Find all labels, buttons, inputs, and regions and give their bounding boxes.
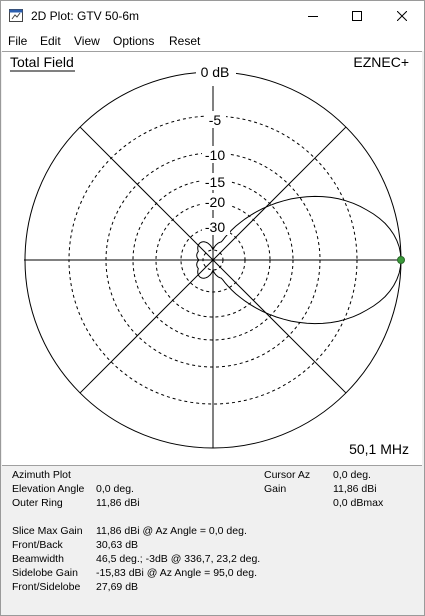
- beamwidth-label: Beamwidth: [12, 553, 64, 565]
- menu-reset[interactable]: Reset: [169, 34, 201, 48]
- plot-window-icon: [9, 9, 23, 22]
- menu-file[interactable]: File: [8, 34, 28, 48]
- minimize-icon: [307, 16, 318, 17]
- menu-view[interactable]: View: [74, 34, 100, 48]
- ring-label-bg: [202, 193, 230, 210]
- elevation-label: Elevation Angle: [12, 483, 85, 495]
- plot-info-panel: Azimuth Plot Elevation Angle 0,0 deg. Ou…: [2, 466, 422, 614]
- ring-label-bg: [202, 218, 230, 235]
- slice-max-label: Slice Max Gain: [12, 525, 83, 537]
- menu-bar: File Edit View Options Reset: [1, 31, 424, 51]
- front-back-label: Front/Back: [12, 539, 63, 551]
- plot-type: Azimuth Plot: [12, 469, 71, 481]
- maximize-button[interactable]: [334, 1, 379, 31]
- diagonal-axis: [79, 126, 347, 394]
- brand-label: EZNEC+: [353, 54, 409, 70]
- beamwidth-value: 46,5 deg.; -3dB @ 336,7, 23,2 deg.: [96, 553, 261, 565]
- cursor-az-label: Cursor Az: [264, 469, 311, 481]
- polar-grid: [24, 71, 402, 449]
- gain-label: Gain: [264, 483, 287, 495]
- maximize-icon: [351, 11, 362, 21]
- front-sidelobe-label: Front/Sidelobe: [12, 581, 81, 593]
- menu-options[interactable]: Options: [113, 34, 155, 48]
- close-button[interactable]: [379, 1, 424, 31]
- slice-max-value: 11,86 dBi @ Az Angle = 0,0 deg.: [96, 525, 247, 537]
- elevation-value: 0,0 deg.: [96, 483, 134, 495]
- window-title: 2D Plot: GTV 50-6m: [31, 9, 140, 23]
- cursor-az-value: 0,0 deg.: [333, 469, 371, 481]
- frequency-label: 50,1 MHz: [349, 441, 409, 457]
- outer-ring-value: 11,86 dBi: [96, 497, 140, 509]
- sidelobe-gain-value: -15,83 dBi @ Az Angle = 95,0 deg.: [96, 567, 257, 579]
- gain-dbi-value: 11,86 dBi: [333, 483, 377, 495]
- azimuth-cursor-marker[interactable]: [397, 256, 405, 264]
- ring-label-0db: 0 dB: [201, 64, 230, 80]
- front-back-value: 30,63 dB: [96, 539, 139, 551]
- ring-label-minus10: -10: [205, 147, 225, 163]
- ring-label-minus20: -20: [205, 194, 225, 210]
- ring-label-bg: [202, 146, 230, 163]
- minimize-button[interactable]: [290, 1, 335, 31]
- outer-ring-label: Outer Ring: [12, 497, 63, 509]
- ring-label-minus30: -30: [205, 219, 225, 235]
- ring-label-minus5: -5: [209, 112, 222, 128]
- ring-label-minus15: -15: [205, 174, 225, 190]
- ring-label-bg: [206, 111, 226, 128]
- title-bar[interactable]: 2D Plot: GTV 50-6m: [1, 1, 424, 31]
- menu-edit[interactable]: Edit: [40, 34, 61, 48]
- field-label: Total Field: [10, 54, 74, 70]
- polar-plot-area[interactable]: Total Field EZNEC+ 0 dB -5 -10 -15 -20 -…: [2, 51, 422, 466]
- polar-plot[interactable]: Total Field EZNEC+ 0 dB -5 -10 -15 -20 -…: [2, 52, 422, 465]
- ring-label-bg: [196, 63, 236, 80]
- gain-dbmax-value: 0,0 dBmax: [333, 497, 384, 509]
- sidelobe-gain-label: Sidelobe Gain: [12, 567, 78, 579]
- close-icon: [396, 11, 407, 21]
- ring-label-bg: [202, 173, 230, 190]
- front-sidelobe-value: 27,69 dB: [96, 581, 139, 593]
